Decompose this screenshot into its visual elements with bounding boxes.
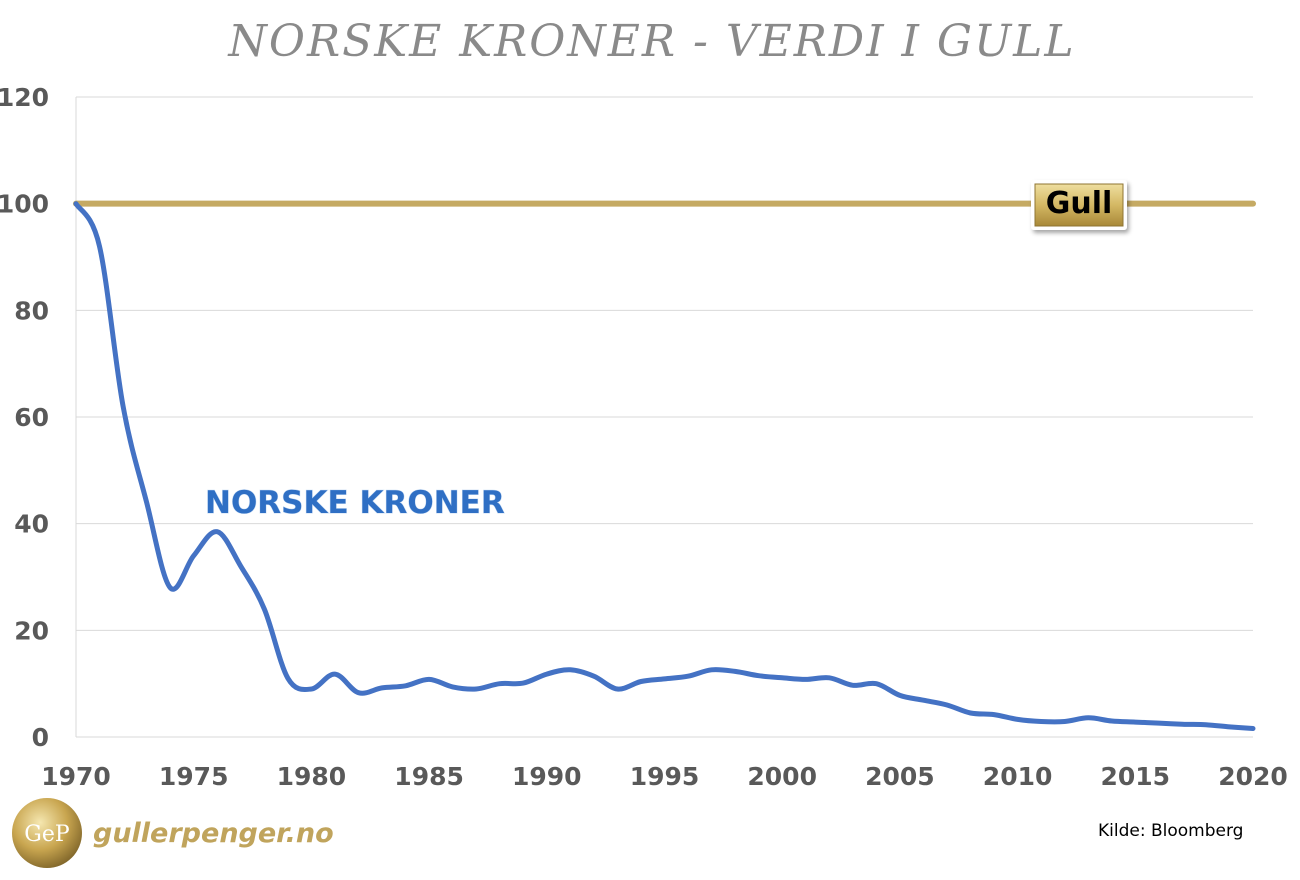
- gull-label-box: Gull: [1031, 180, 1127, 230]
- x-axis-ticks: 1970 1975 1980 1985 1990 1995 2000 2005 2010 2015…: [41, 762, 1288, 791]
- gull-label: Gull: [1046, 186, 1113, 221]
- x-tick-label: 1995: [630, 762, 700, 791]
- logo-text[interactable]: gullerpenger.no: [93, 818, 334, 849]
- series-lines: [73, 200, 1256, 731]
- x-tick-label: 1980: [277, 762, 347, 791]
- y-tick-label: 20: [14, 616, 49, 645]
- y-tick-label: 100: [0, 190, 49, 219]
- y-tick-label: 0: [32, 723, 49, 752]
- x-tick-label: 2000: [747, 762, 817, 791]
- x-tick-label: 1990: [512, 762, 582, 791]
- logo[interactable]: GeP gullerpenger.no: [12, 798, 334, 868]
- y-tick-label: 40: [14, 510, 49, 539]
- y-tick-label: 60: [14, 403, 49, 432]
- x-tick-label: 2015: [1101, 762, 1171, 791]
- x-tick-label: 1970: [41, 762, 111, 791]
- chart-title: NORSKE KRONER - VERDI I GULL: [227, 16, 1075, 67]
- x-tick-label: 1975: [159, 762, 229, 791]
- y-tick-label: 80: [14, 296, 49, 325]
- x-tick-label: 2005: [865, 762, 935, 791]
- series-line-norske-kroner: [73, 201, 1256, 731]
- y-tick-label: 120: [0, 83, 49, 112]
- x-tick-label: 2010: [983, 762, 1053, 791]
- x-tick-label: 2020: [1218, 762, 1288, 791]
- x-tick-label: 1985: [394, 762, 464, 791]
- logo-letters: GeP: [24, 822, 70, 847]
- logo-coin-icon: [12, 798, 82, 868]
- source-note: Kilde: Bloomberg: [1098, 821, 1243, 841]
- y-axis-ticks: 0 20 40 60 80 100 120: [0, 83, 49, 752]
- series-label-norske-kroner: NORSKE KRONER: [205, 485, 505, 521]
